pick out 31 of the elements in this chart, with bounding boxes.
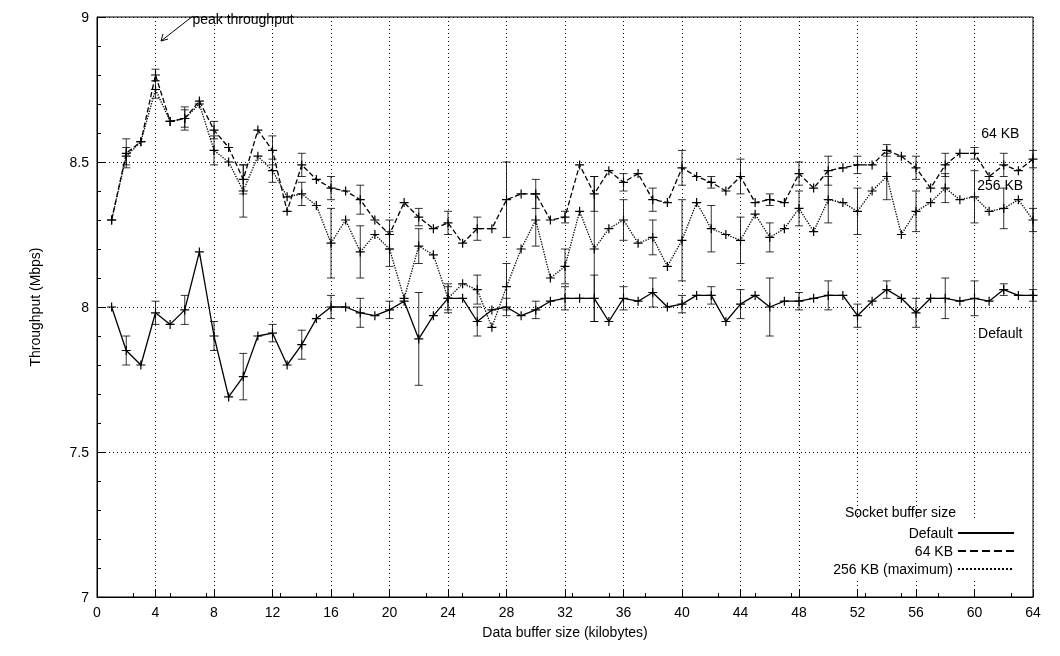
y-tick-label: 7.5 [69, 444, 90, 460]
annotation: 64 KB [981, 125, 1020, 141]
x-tick-label: 56 [908, 604, 924, 620]
x-tick-label: 44 [732, 604, 749, 620]
x-tick-label: 36 [615, 604, 632, 620]
x-tick-label: 40 [674, 604, 690, 620]
legend-label: Default [908, 525, 954, 541]
x-tick-label: 12 [264, 604, 281, 620]
x-tick-label: 8 [210, 604, 219, 620]
x-axis-title: Data buffer size (kilobytes) [482, 624, 648, 640]
y-tick-label: 8 [81, 299, 90, 315]
x-tick-label: 28 [498, 604, 515, 620]
x-tick-label: 64 [1025, 604, 1041, 620]
y-tick-label: 8.5 [69, 154, 90, 170]
x-tick-label: 0 [93, 604, 102, 620]
legend-label: 64 KB [914, 543, 953, 559]
x-tick-label: 20 [381, 604, 398, 620]
y-tick-label: 9 [81, 9, 90, 25]
legend-title: Socket buffer size [844, 504, 957, 520]
y-tick-label: 7 [81, 589, 90, 605]
x-tick-label: 16 [323, 604, 339, 620]
x-tick-label: 48 [791, 604, 807, 620]
annotation: 256 KB [977, 177, 1024, 194]
legend-label: 256 KB (maximum) [833, 561, 953, 577]
x-tick-label: 52 [849, 604, 866, 620]
y-axis-title: Throughput (Mbps) [27, 247, 43, 367]
annotation: Default [978, 325, 1023, 342]
x-tick-label: 4 [151, 604, 160, 620]
x-tick-label: 60 [966, 604, 983, 620]
x-tick-label: 24 [440, 604, 456, 620]
x-tick-label: 32 [557, 604, 573, 620]
